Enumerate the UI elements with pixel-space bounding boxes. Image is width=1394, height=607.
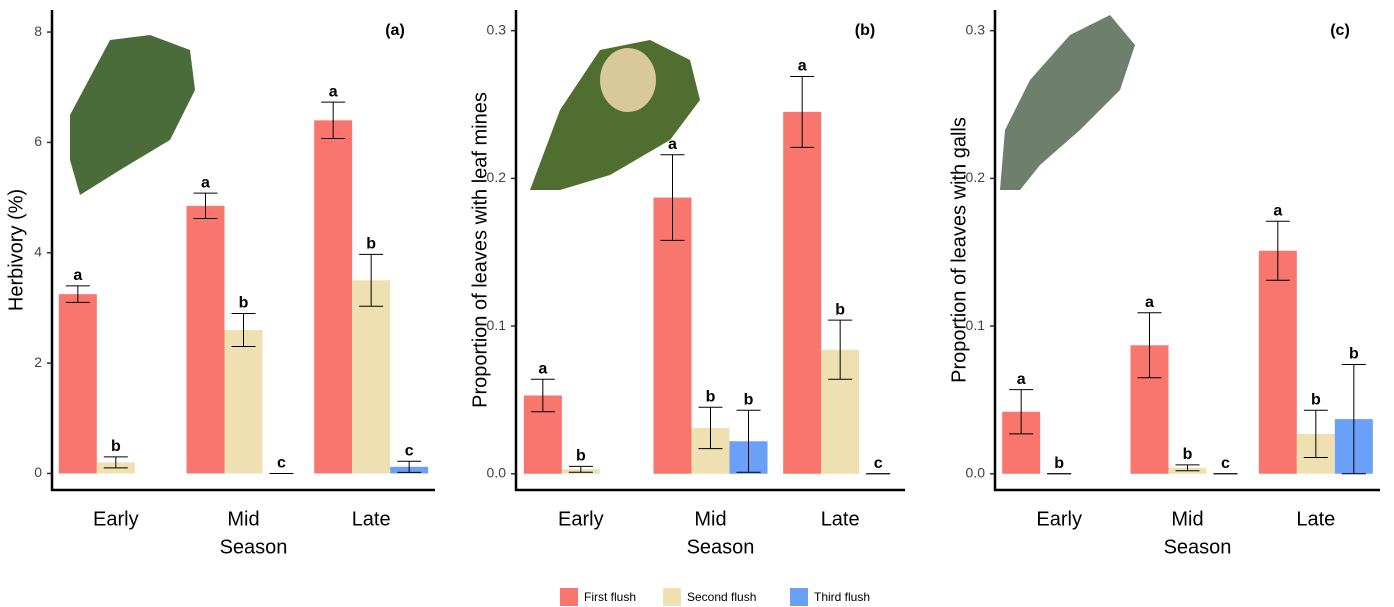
legend-swatch [663,588,681,606]
y-tick-label: 0.0 [966,464,986,480]
significance-letter: b [239,295,249,312]
legend-label: Second flush [687,590,756,604]
bar [1258,250,1297,474]
y-tick-label: 8 [34,23,42,39]
bar [58,294,97,474]
significance-letter: a [1017,371,1026,388]
bar [352,280,391,474]
x-tick-label: Late [1296,508,1335,530]
leaf-picture [1000,15,1135,190]
significance-letter: a [73,267,82,284]
significance-letter: b [576,448,586,465]
x-tick-label: Late [821,508,860,530]
legend-swatch [560,588,578,606]
panel-title: (a) [385,22,405,39]
bar [783,111,822,474]
y-tick-label: 0.2 [487,169,507,185]
significance-letter: a [1145,294,1154,311]
significance-letter: b [1311,391,1321,408]
leaf-picture [70,35,195,195]
x-axis-label: Season [687,536,755,558]
significance-letter: c [874,455,883,472]
x-axis-label: Season [1164,536,1232,558]
significance-letter: a [329,83,338,100]
significance-letter: b [1054,455,1064,472]
bar [653,197,692,474]
y-tick-label: 0.2 [966,169,986,185]
panel-title: (b) [855,22,875,39]
x-axis-label: Season [220,536,288,558]
y-tick-label: 0.1 [966,317,986,333]
leaf-mine [600,48,656,112]
significance-letter: b [835,301,845,318]
y-tick-label: 0.3 [966,21,986,37]
significance-letter: b [1349,346,1359,363]
y-axis-label: Herbivory (%) [5,189,27,311]
y-tick-label: 0.1 [487,317,507,333]
x-tick-label: Late [352,508,391,530]
significance-letter: c [1221,455,1230,472]
y-tick-label: 2 [34,354,42,370]
x-tick-label: Early [93,508,139,530]
significance-letter: c [405,443,414,460]
y-axis-label: Proportion of leaves with galls [948,117,970,383]
legend-label: Third flush [814,590,870,604]
bar [314,120,353,474]
legend-label: First flush [584,590,636,604]
bar [224,330,263,474]
y-tick-label: 4 [34,243,42,259]
significance-letter: a [798,58,807,75]
significance-letter: a [538,360,547,377]
x-tick-label: Early [558,508,604,530]
significance-letter: a [201,174,210,191]
significance-letter: a [1273,202,1282,219]
x-tick-label: Mid [694,508,726,530]
y-tick-label: 6 [34,133,42,149]
bar [186,205,225,474]
leaf-picture [530,40,700,190]
x-tick-label: Early [1036,508,1082,530]
legend-swatch [790,588,808,606]
significance-letter: b [1183,446,1193,463]
significance-letter: b [744,391,754,408]
y-tick-label: 0.3 [487,21,507,37]
significance-letter: a [668,136,677,153]
significance-letter: b [706,389,716,406]
x-tick-label: Mid [1171,508,1203,530]
x-tick-label: Mid [227,508,259,530]
panel-title: (c) [1330,22,1350,39]
y-axis-label: Proportion of leaves with leaf mines [469,92,491,408]
significance-letter: b [366,236,376,253]
significance-letter: c [277,455,286,472]
significance-letter: b [111,438,121,455]
y-tick-label: 0.0 [487,464,507,480]
y-tick-label: 0 [34,464,42,480]
